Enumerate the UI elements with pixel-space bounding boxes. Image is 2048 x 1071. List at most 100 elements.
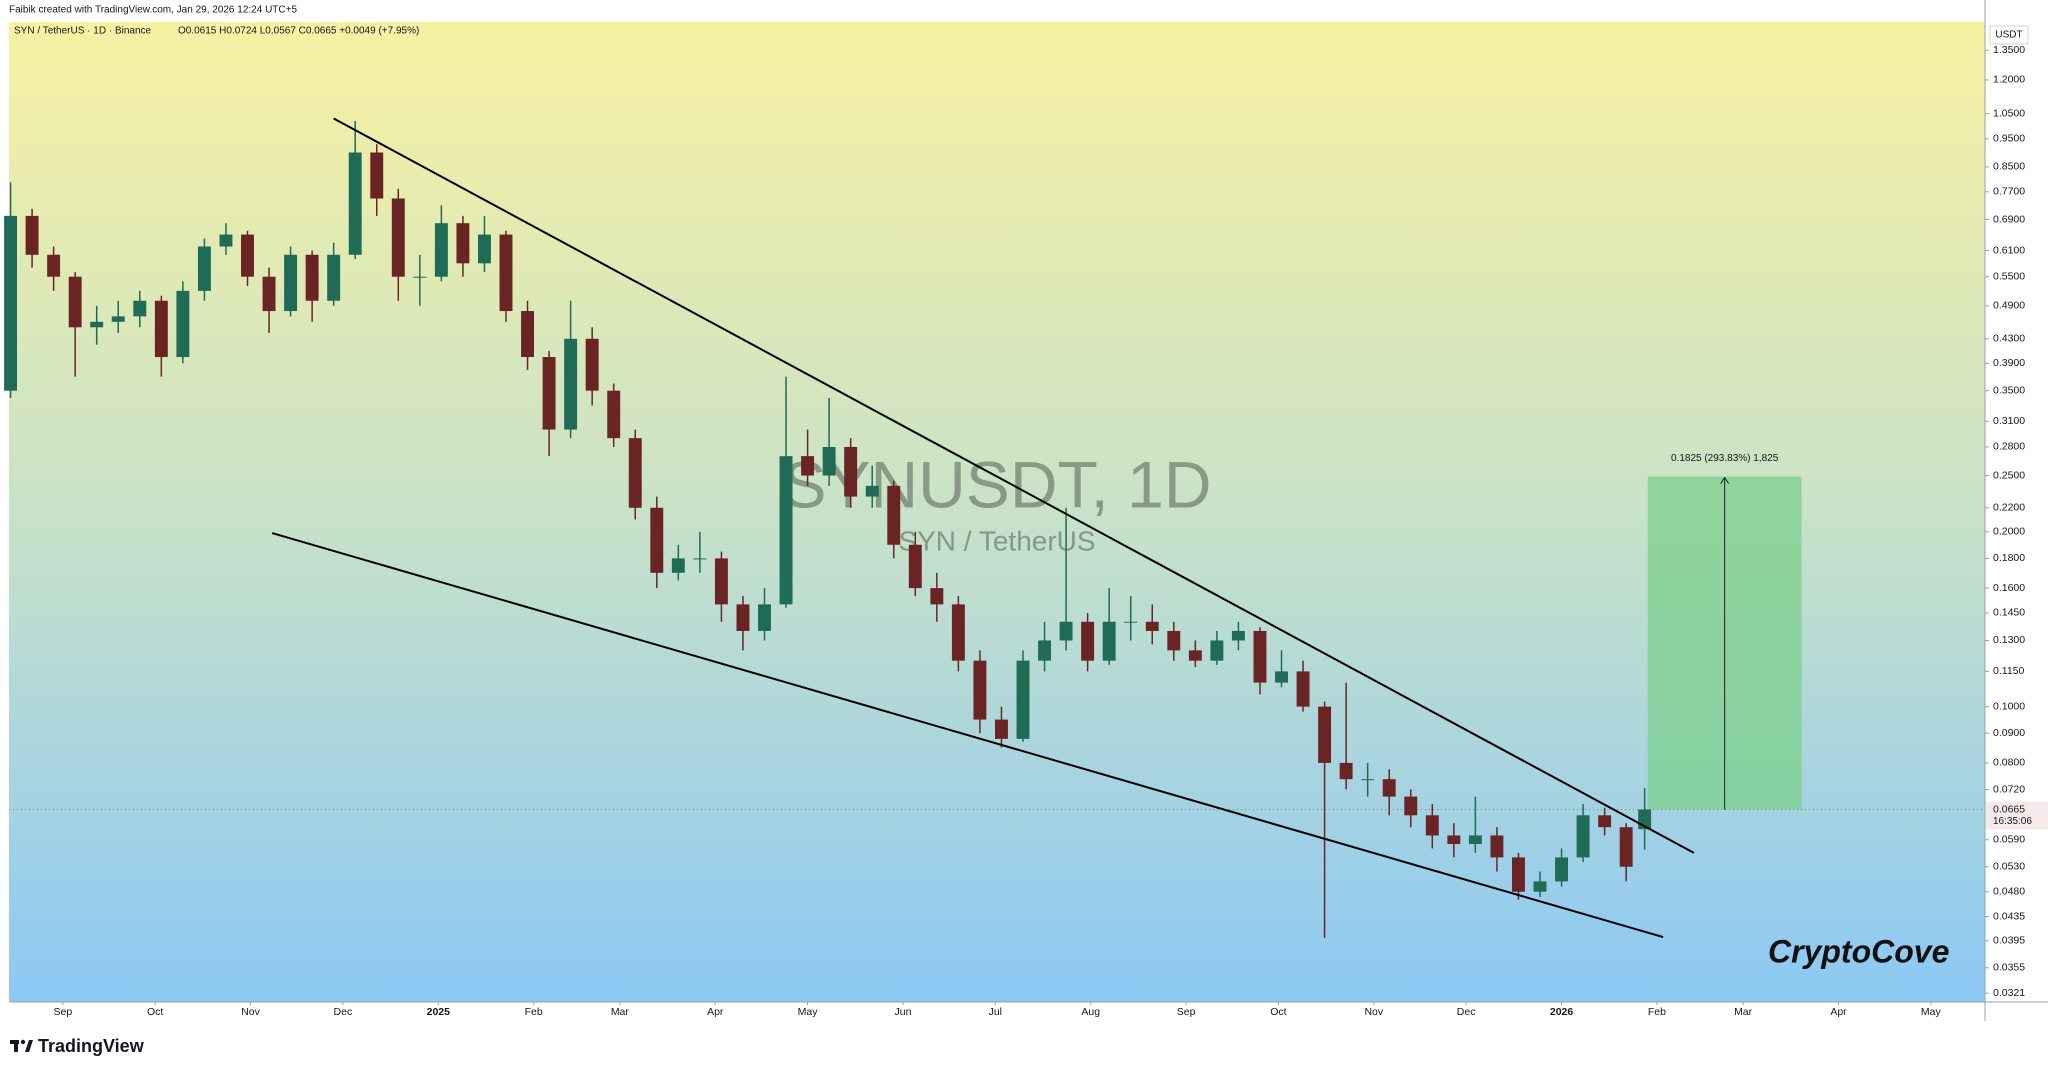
y-tick-label: 0.3100 xyxy=(1993,415,2025,427)
y-tick-label: 0.3900 xyxy=(1993,357,2025,369)
candle-body xyxy=(370,152,384,199)
candle-body xyxy=(456,223,470,264)
price-axis-background xyxy=(1985,0,2048,1021)
x-tick-label: Nov xyxy=(1364,1006,1383,1018)
y-tick-label: 0.1600 xyxy=(1993,582,2025,594)
candle-body xyxy=(1339,762,1353,780)
trendline xyxy=(271,532,1664,939)
y-tick-label: 0.0321 xyxy=(1993,987,2025,999)
candle-body xyxy=(758,604,771,631)
credit-text: Faibik created with TradingView.com, Jan… xyxy=(9,5,297,16)
countdown-label: 16:35:06 xyxy=(1993,816,2032,827)
y-tick-label: 0.2500 xyxy=(1993,469,2025,481)
x-tick-label: 2025 xyxy=(427,1006,451,1018)
x-tick-label: Apr xyxy=(707,1006,724,1018)
candle-body xyxy=(413,276,427,278)
candle-body xyxy=(973,660,987,720)
candle-body xyxy=(197,246,211,291)
symbol-line: SYN / TetherUS · 1D · Binance xyxy=(14,26,152,37)
y-tick-label: 1.2000 xyxy=(1993,74,2025,86)
candle-body xyxy=(1533,881,1547,892)
x-tick-label: Oct xyxy=(147,1006,163,1018)
candle-body xyxy=(1576,815,1590,858)
candle-body xyxy=(1081,621,1095,661)
candle-body xyxy=(219,234,233,247)
y-tick-label: 0.1300 xyxy=(1993,634,2025,646)
candle-body xyxy=(714,558,728,605)
candle-body xyxy=(650,507,664,573)
ohlc-line: O0.0615 H0.0724 L0.0567 C0.0665 +0.0049 … xyxy=(178,26,419,37)
candle-body xyxy=(1468,835,1482,845)
candle-body xyxy=(176,290,190,358)
brand-note: CryptoCove xyxy=(1768,933,1949,969)
y-tick-label: 0.0435 xyxy=(1993,910,2025,922)
y-tick-label: 0.1000 xyxy=(1993,700,2025,712)
x-tick-label: Jul xyxy=(989,1006,1002,1018)
candle-body xyxy=(822,446,836,476)
candle-body xyxy=(284,254,298,312)
x-tick-label: Mar xyxy=(611,1006,630,1018)
candle-body xyxy=(262,276,276,312)
y-tick-label: 0.0720 xyxy=(1993,783,2025,795)
last-price-label: 0.0665 xyxy=(1993,803,2025,815)
position-arrowhead xyxy=(1720,476,1730,484)
candle-body xyxy=(628,438,642,508)
candle-body xyxy=(241,234,254,277)
candles xyxy=(4,120,1652,938)
position-label: 0.1825 (293.83%) 1,825 xyxy=(1671,453,1779,464)
candle-body xyxy=(887,485,901,545)
x-tick-label: Aug xyxy=(1081,1006,1100,1018)
watermark-subtitle: SYN / TetherUS xyxy=(898,525,1095,556)
candle-body xyxy=(865,485,879,497)
x-tick-label: 2026 xyxy=(1550,1006,1574,1018)
y-tick-label: 0.0590 xyxy=(1993,833,2025,845)
y-tick-label: 0.2000 xyxy=(1993,526,2025,538)
x-tick-label: Jun xyxy=(895,1006,912,1018)
candle-body xyxy=(564,338,578,430)
candle-body xyxy=(736,604,750,631)
candle-body xyxy=(951,604,965,661)
candle-body xyxy=(671,558,685,573)
x-tick-label: Dec xyxy=(1457,1006,1476,1018)
y-tick-label: 0.1450 xyxy=(1993,607,2025,619)
candle-body xyxy=(1275,671,1288,683)
candle-body xyxy=(1361,779,1375,781)
candle-body xyxy=(1447,835,1461,845)
footer-logo: TradingView xyxy=(38,1036,145,1056)
candle-body xyxy=(1102,621,1116,661)
candle-body xyxy=(47,254,61,277)
y-tick-label: 0.4300 xyxy=(1993,333,2025,345)
candle-body xyxy=(521,311,535,358)
x-tick-label: May xyxy=(798,1006,819,1018)
trendline xyxy=(333,117,1695,854)
candle-body xyxy=(1167,630,1181,651)
candle-body xyxy=(1253,630,1267,683)
y-tick-label: 0.0480 xyxy=(1993,886,2025,898)
candle-body xyxy=(1382,779,1396,797)
candle-body xyxy=(1210,640,1224,661)
candle-body xyxy=(1038,640,1052,661)
candle-body xyxy=(4,215,18,391)
candle-body xyxy=(90,321,104,328)
x-tick-label: Dec xyxy=(334,1006,353,1018)
candle-body xyxy=(68,276,82,328)
candle-body xyxy=(994,719,1008,739)
y-tick-label: 0.2800 xyxy=(1993,441,2025,453)
candle-body xyxy=(1124,621,1138,623)
candle-body xyxy=(585,338,599,391)
candle-body xyxy=(327,254,341,301)
x-tick-label: Feb xyxy=(1648,1006,1666,1018)
y-tick-label: 0.1150 xyxy=(1993,665,2024,677)
candle-body xyxy=(542,357,556,430)
y-tick-label: 0.6900 xyxy=(1993,213,2025,225)
candle-body xyxy=(607,390,621,439)
y-tick-label: 0.6100 xyxy=(1993,244,2025,256)
y-tick-label: 1.0500 xyxy=(1993,107,2025,119)
candle-body xyxy=(779,456,793,605)
x-tick-label: Sep xyxy=(54,1006,73,1018)
candle-body xyxy=(1425,815,1439,836)
candle-body xyxy=(1296,671,1310,707)
candle-body xyxy=(1318,706,1332,763)
y-tick-label: 0.8500 xyxy=(1993,161,2025,173)
